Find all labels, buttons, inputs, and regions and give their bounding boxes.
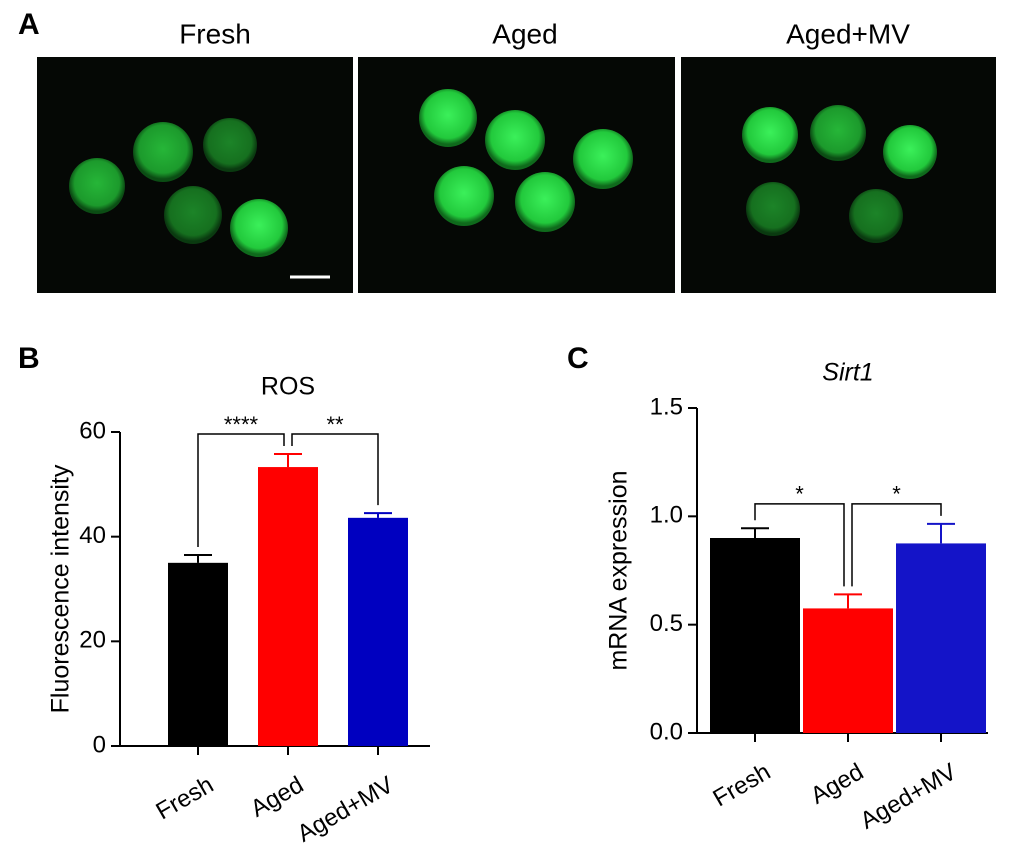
y-tick-label: 40 xyxy=(79,522,106,549)
bar xyxy=(803,608,893,733)
error-bar xyxy=(364,512,392,518)
significance-bracket xyxy=(197,433,285,547)
significance-label: * xyxy=(892,482,901,507)
x-tick-label: Aged+MV xyxy=(293,771,398,847)
significance-bracket xyxy=(291,433,379,506)
y-tick-label: 60 xyxy=(79,417,106,444)
chart-title: Sirt1 xyxy=(822,359,873,387)
micrograph xyxy=(37,57,353,293)
chart-title: ROS xyxy=(261,373,315,401)
panel-label: A xyxy=(18,8,40,41)
error-bar xyxy=(274,452,302,468)
panel-label: C xyxy=(567,342,589,375)
x-tick-label: Fresh xyxy=(709,758,776,812)
image-title: Fresh xyxy=(179,18,251,49)
bar xyxy=(258,467,318,746)
significance-label: **** xyxy=(224,412,259,437)
y-tick-label: 0.0 xyxy=(650,718,683,745)
bar xyxy=(348,517,408,746)
micrograph xyxy=(358,57,675,293)
y-tick-label: 20 xyxy=(79,627,106,654)
error-bar xyxy=(184,553,212,563)
x-tick-label: Aged xyxy=(246,771,308,822)
x-tick-label: Aged xyxy=(806,758,868,809)
x-tick-label: Aged+MV xyxy=(856,758,961,834)
y-tick-label: 1.5 xyxy=(650,393,683,420)
micrograph xyxy=(681,57,996,293)
significance-bracket xyxy=(851,503,942,587)
image-title: Aged xyxy=(492,18,557,49)
y-tick-label: 0.5 xyxy=(650,610,683,637)
y-tick-label: 1.0 xyxy=(650,502,683,529)
significance-label: ** xyxy=(326,412,344,437)
panel-label: B xyxy=(18,342,40,375)
y-axis-label: mRNA expression xyxy=(605,470,633,670)
image-title: Aged+MV xyxy=(786,18,910,49)
y-tick-label: 0 xyxy=(93,731,106,758)
bar xyxy=(710,538,800,733)
x-tick-label: Fresh xyxy=(152,771,219,825)
y-axis-label: Fluorescence intensity xyxy=(47,464,75,713)
error-bar xyxy=(741,527,769,538)
bar xyxy=(168,562,228,746)
significance-label: * xyxy=(795,482,804,507)
significance-bracket xyxy=(754,503,845,587)
error-bar xyxy=(834,593,862,609)
error-bar xyxy=(927,522,955,544)
bar xyxy=(896,543,986,733)
